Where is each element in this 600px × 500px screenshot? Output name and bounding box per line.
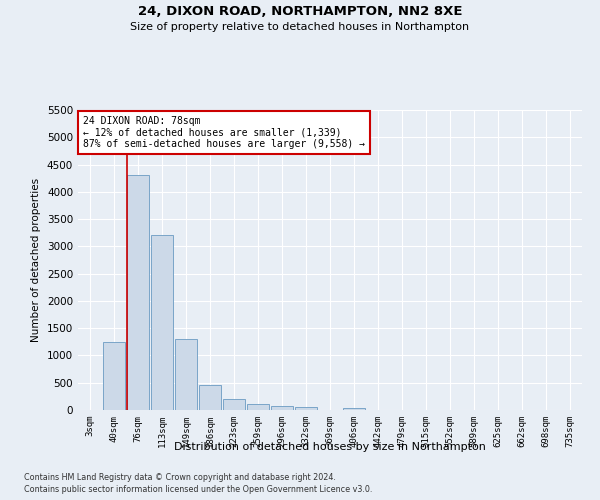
Y-axis label: Number of detached properties: Number of detached properties — [31, 178, 41, 342]
Bar — [151, 236, 173, 410]
Text: 24, DIXON ROAD, NORTHAMPTON, NN2 8XE: 24, DIXON ROAD, NORTHAMPTON, NN2 8XE — [138, 5, 462, 18]
Bar — [223, 399, 245, 410]
Text: Size of property relative to detached houses in Northampton: Size of property relative to detached ho… — [130, 22, 470, 32]
Bar — [175, 339, 197, 410]
Text: Distribution of detached houses by size in Northampton: Distribution of detached houses by size … — [174, 442, 486, 452]
Text: Contains HM Land Registry data © Crown copyright and database right 2024.: Contains HM Land Registry data © Crown c… — [24, 472, 336, 482]
Bar — [103, 342, 125, 410]
Bar — [343, 408, 365, 410]
Bar — [295, 407, 317, 410]
Text: Contains public sector information licensed under the Open Government Licence v3: Contains public sector information licen… — [24, 485, 373, 494]
Bar — [127, 176, 149, 410]
Bar — [271, 406, 293, 410]
Bar — [247, 404, 269, 410]
Text: 24 DIXON ROAD: 78sqm
← 12% of detached houses are smaller (1,339)
87% of semi-de: 24 DIXON ROAD: 78sqm ← 12% of detached h… — [83, 116, 365, 149]
Bar — [199, 386, 221, 410]
